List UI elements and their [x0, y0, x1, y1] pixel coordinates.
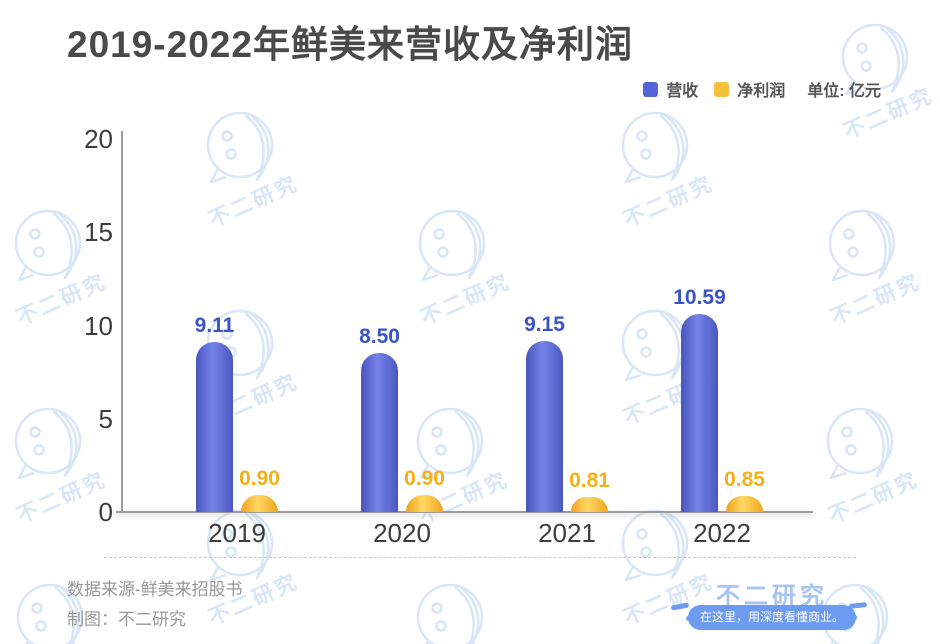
bar-label-net-profit-2021: 0.81	[569, 469, 610, 492]
x-axis-label: 2022	[693, 518, 751, 548]
watermark-logo: 不二研究	[13, 407, 110, 524]
chart-credit: 制图：不二研究	[67, 610, 186, 629]
y-tick-label: 5	[98, 403, 113, 434]
bar-revenue-2020	[361, 353, 398, 512]
legend-swatch-revenue	[643, 81, 659, 97]
bar-label-revenue-2021: 9.15	[524, 313, 565, 336]
bar-revenue-2019	[196, 342, 233, 512]
bar-label-revenue-2022: 10.59	[673, 286, 726, 309]
bar-label-revenue-2020: 8.50	[359, 325, 400, 348]
y-tick-label: 20	[84, 124, 113, 154]
watermark-logo: 不二研究	[620, 111, 717, 228]
watermark-logo: 不二研究	[825, 407, 922, 524]
watermark-logo: 不二研究	[417, 209, 514, 326]
bar-label-net-profit-2019: 0.90	[239, 467, 280, 490]
x-axis-label: 2020	[373, 518, 431, 548]
legend-label-net-profit: 净利润	[737, 83, 786, 100]
watermark-logo: 不二研究	[205, 111, 302, 228]
bar-revenue-2021	[526, 341, 563, 512]
x-axis-line	[116, 511, 813, 513]
brand-tagline-pill: 在这里，用深度看懂商业。	[687, 605, 857, 630]
bar-label-revenue-2019: 9.11	[194, 314, 235, 337]
x-axis-label: 2021	[538, 518, 596, 548]
watermark-logo: 不二研究	[840, 23, 937, 140]
footer-divider	[104, 557, 856, 558]
watermark-logo: 不二研究	[205, 509, 302, 626]
bar-net-profit-2020	[406, 495, 443, 512]
chart-legend: 营收 净利润 单位: 亿元	[643, 77, 881, 101]
watermark-logo: 不二研究	[827, 209, 924, 326]
chart-title: 2019-2022年鲜美来营收及净利润	[67, 24, 633, 65]
legend-swatch-net-profit	[714, 81, 730, 97]
legend-label-revenue: 营收	[666, 83, 699, 100]
watermark-logo: 不二研究	[13, 209, 110, 326]
bar-label-net-profit-2022: 0.85	[724, 468, 765, 491]
y-tick-label: 0	[98, 497, 113, 527]
bar-revenue-2022	[681, 314, 718, 512]
bar-label-net-profit-2020: 0.90	[404, 467, 445, 490]
bar-net-profit-2019	[241, 495, 278, 512]
y-tick-label: 10	[84, 310, 113, 341]
bar-net-profit-2021	[571, 497, 608, 512]
unit-label: 单位: 亿元	[807, 83, 881, 100]
bar-net-profit-2022	[726, 496, 763, 512]
y-axis-line	[121, 131, 123, 513]
y-tick-label: 15	[84, 217, 113, 248]
data-source: 数据来源-鲜美来招股书	[67, 580, 243, 599]
x-axis-label: 2019	[208, 518, 266, 548]
